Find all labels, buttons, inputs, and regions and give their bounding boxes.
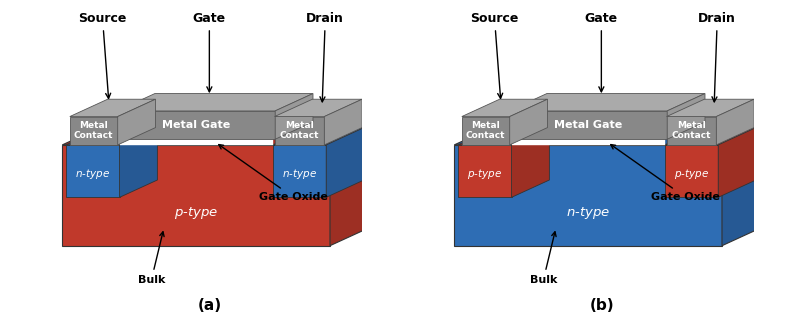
Polygon shape — [275, 94, 313, 139]
Polygon shape — [62, 128, 368, 145]
Polygon shape — [458, 128, 550, 145]
Text: Metal Gate: Metal Gate — [162, 120, 230, 130]
Text: $\it{p\text{-}type}$: $\it{p\text{-}type}$ — [467, 167, 502, 181]
Text: (a): (a) — [198, 298, 222, 313]
Polygon shape — [326, 128, 364, 197]
Text: $\it{n\text{-}type}$: $\it{n\text{-}type}$ — [282, 167, 317, 181]
Text: Bulk: Bulk — [530, 232, 557, 285]
Text: (b): (b) — [590, 298, 614, 313]
Polygon shape — [462, 117, 510, 145]
Polygon shape — [666, 117, 716, 145]
Text: Gate: Gate — [193, 12, 226, 92]
Text: Metal
Contact: Metal Contact — [672, 121, 711, 140]
Polygon shape — [70, 99, 155, 117]
Polygon shape — [722, 128, 760, 246]
Text: Bulk: Bulk — [138, 232, 165, 285]
Polygon shape — [665, 145, 718, 197]
Text: Source: Source — [470, 12, 518, 98]
Polygon shape — [70, 117, 118, 145]
Text: Source: Source — [78, 12, 126, 98]
Polygon shape — [454, 128, 760, 145]
Polygon shape — [509, 111, 667, 139]
Polygon shape — [458, 145, 511, 197]
Polygon shape — [509, 94, 705, 111]
Polygon shape — [510, 99, 547, 145]
Polygon shape — [324, 99, 362, 145]
Polygon shape — [119, 122, 310, 139]
Polygon shape — [119, 139, 273, 145]
Polygon shape — [117, 94, 313, 111]
Text: $\it{p\text{-}type}$: $\it{p\text{-}type}$ — [174, 205, 218, 221]
Text: $\it{p\text{-}type}$: $\it{p\text{-}type}$ — [674, 167, 709, 181]
Polygon shape — [273, 145, 326, 197]
Text: Gate: Gate — [585, 12, 618, 92]
Text: Metal
Contact: Metal Contact — [466, 121, 506, 140]
Polygon shape — [274, 99, 362, 117]
Polygon shape — [62, 145, 330, 246]
Text: $\it{n\text{-}type}$: $\it{n\text{-}type}$ — [75, 167, 110, 181]
Polygon shape — [718, 128, 756, 197]
Text: Metal Gate: Metal Gate — [554, 120, 622, 130]
Polygon shape — [511, 139, 665, 145]
Polygon shape — [118, 99, 155, 145]
Text: Gate Oxide: Gate Oxide — [610, 145, 720, 203]
Polygon shape — [274, 117, 324, 145]
Polygon shape — [511, 122, 702, 139]
Polygon shape — [66, 128, 158, 145]
Text: Metal
Contact: Metal Contact — [74, 121, 114, 140]
Polygon shape — [273, 128, 364, 145]
Polygon shape — [666, 99, 754, 117]
Polygon shape — [66, 145, 119, 197]
Text: Drain: Drain — [698, 12, 736, 102]
Text: Gate Oxide: Gate Oxide — [218, 145, 328, 203]
Polygon shape — [119, 128, 158, 197]
Text: Drain: Drain — [306, 12, 344, 102]
Polygon shape — [716, 99, 754, 145]
Polygon shape — [665, 128, 756, 145]
Text: $\it{n\text{-}type}$: $\it{n\text{-}type}$ — [566, 205, 610, 221]
Text: Metal
Contact: Metal Contact — [280, 121, 319, 140]
Polygon shape — [330, 128, 368, 246]
Polygon shape — [511, 128, 550, 197]
Polygon shape — [454, 145, 722, 246]
Polygon shape — [117, 111, 275, 139]
Polygon shape — [667, 94, 705, 139]
Polygon shape — [462, 99, 547, 117]
